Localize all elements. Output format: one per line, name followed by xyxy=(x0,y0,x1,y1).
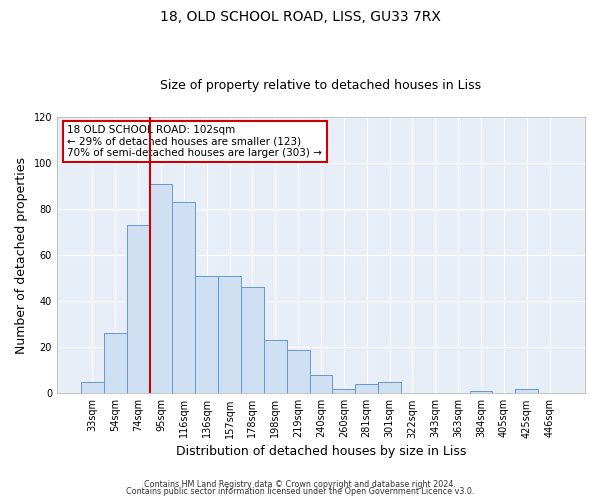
Bar xyxy=(104,334,127,394)
Bar xyxy=(241,288,264,394)
X-axis label: Distribution of detached houses by size in Liss: Distribution of detached houses by size … xyxy=(176,444,466,458)
Text: 18, OLD SCHOOL ROAD, LISS, GU33 7RX: 18, OLD SCHOOL ROAD, LISS, GU33 7RX xyxy=(160,10,440,24)
Bar xyxy=(172,202,195,394)
Bar xyxy=(515,388,538,394)
Title: Size of property relative to detached houses in Liss: Size of property relative to detached ho… xyxy=(160,79,482,92)
Bar xyxy=(287,350,310,394)
Bar xyxy=(332,388,355,394)
Bar xyxy=(264,340,287,394)
Bar xyxy=(81,382,104,394)
Bar xyxy=(355,384,378,394)
Bar xyxy=(149,184,172,394)
Bar xyxy=(310,375,332,394)
Y-axis label: Number of detached properties: Number of detached properties xyxy=(15,156,28,354)
Bar xyxy=(127,225,149,394)
Bar xyxy=(378,382,401,394)
Bar xyxy=(195,276,218,394)
Text: Contains public sector information licensed under the Open Government Licence v3: Contains public sector information licen… xyxy=(126,488,474,496)
Text: Contains HM Land Registry data © Crown copyright and database right 2024.: Contains HM Land Registry data © Crown c… xyxy=(144,480,456,489)
Text: 18 OLD SCHOOL ROAD: 102sqm
← 29% of detached houses are smaller (123)
70% of sem: 18 OLD SCHOOL ROAD: 102sqm ← 29% of deta… xyxy=(67,125,322,158)
Bar xyxy=(470,391,493,394)
Bar xyxy=(218,276,241,394)
